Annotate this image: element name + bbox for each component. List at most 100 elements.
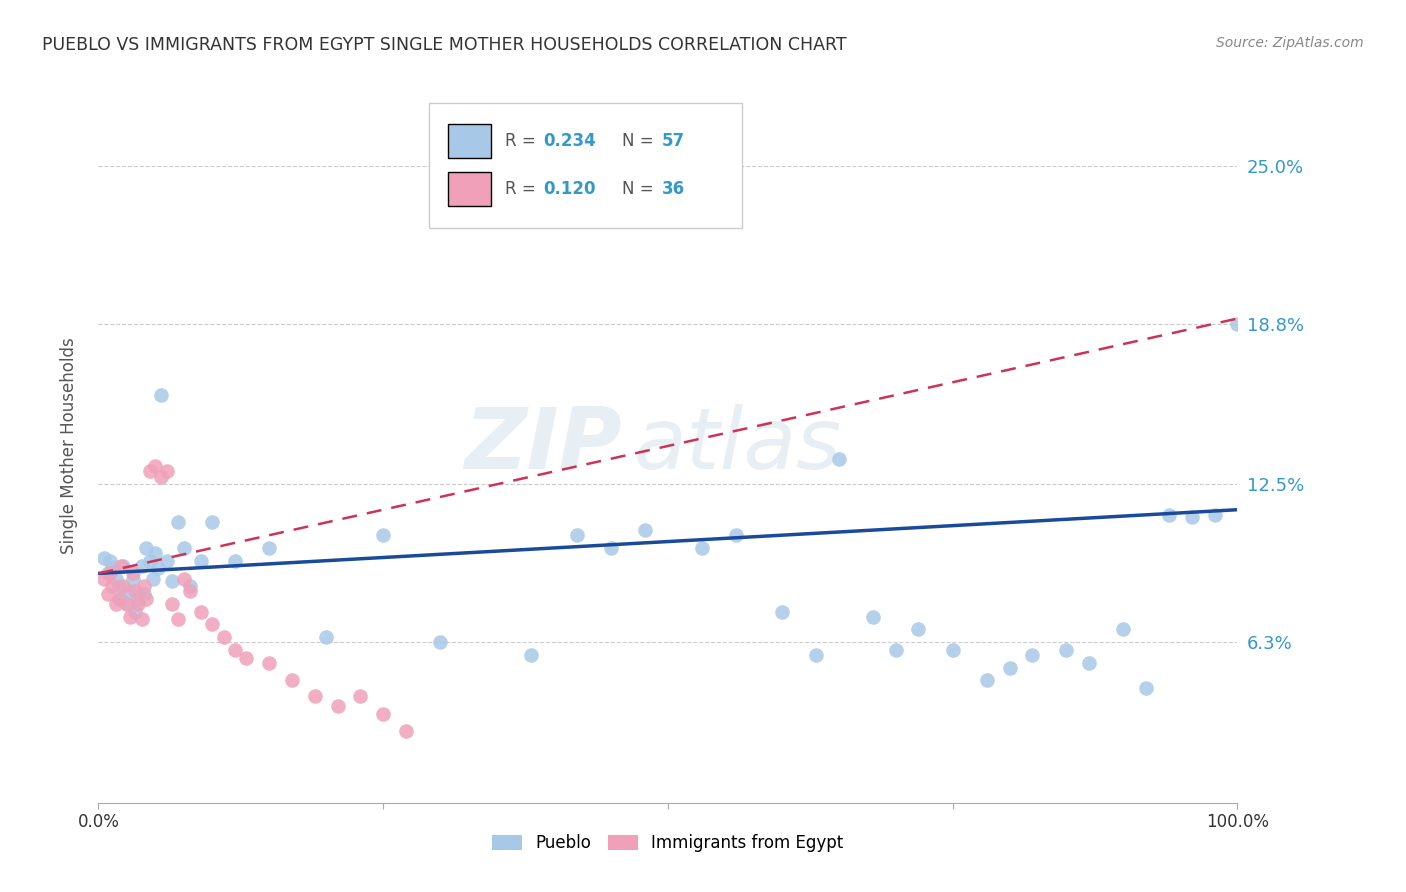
Point [224,554,246,568]
Point [124,605,146,619]
Text: atlas: atlas [634,404,842,488]
Text: R =: R = [505,132,541,150]
Point [349,689,371,703]
Point [281,673,304,688]
Point [104,597,127,611]
Point [101,561,124,575]
Point [167,516,190,530]
Point [112,579,135,593]
Point [162,574,184,588]
Point [942,643,965,657]
Point [110,558,132,573]
Point [131,612,153,626]
Point [690,541,713,555]
Point [600,541,623,555]
Point [96,566,118,581]
Point [142,572,165,586]
Text: 0.120: 0.120 [544,180,596,198]
Point [98,566,121,581]
Point [1112,623,1135,637]
Point [108,579,131,593]
Point [115,597,138,611]
Point [976,673,998,688]
FancyBboxPatch shape [449,124,491,159]
Point [224,643,246,657]
Point [173,541,195,555]
Point [395,724,418,739]
Point [998,661,1021,675]
Point [156,465,179,479]
Text: PUEBLO VS IMMIGRANTS FROM EGYPT SINGLE MOTHER HOUSEHOLDS CORRELATION CHART: PUEBLO VS IMMIGRANTS FROM EGYPT SINGLE M… [42,36,846,54]
Point [201,617,224,632]
Point [145,459,167,474]
Point [96,587,118,601]
Point [235,650,257,665]
Text: 0.234: 0.234 [544,132,596,150]
Point [127,591,149,606]
Point [429,635,451,649]
Point [98,554,121,568]
Point [132,579,155,593]
Point [145,546,167,560]
Point [120,609,142,624]
Text: 57: 57 [662,132,685,150]
Point [190,605,212,619]
Legend: Pueblo, Immigrants from Egypt: Pueblo, Immigrants from Egypt [485,828,851,859]
Text: ZIP: ZIP [464,404,623,488]
Point [212,630,235,644]
Point [1135,681,1157,695]
Point [135,541,157,555]
Point [201,516,224,530]
Point [804,648,827,662]
Point [190,554,212,568]
Point [167,612,190,626]
Point [1204,508,1226,522]
Point [828,451,851,466]
Point [150,469,173,483]
Point [173,572,195,586]
Point [131,558,153,573]
Point [104,572,127,586]
Text: 36: 36 [662,180,685,198]
Point [108,591,131,606]
Point [259,541,281,555]
Point [115,597,138,611]
Point [371,528,394,542]
Point [304,689,326,703]
Point [371,706,394,721]
Point [907,623,929,637]
Point [138,465,160,479]
Point [1181,510,1204,524]
Point [315,630,337,644]
Point [112,558,135,573]
Point [110,591,132,606]
Point [259,656,281,670]
Point [93,551,115,566]
Text: N =: N = [623,180,659,198]
Point [634,523,657,537]
Point [565,528,588,542]
Point [179,584,201,599]
Point [1078,656,1101,670]
Y-axis label: Single Mother Households: Single Mother Households [59,338,77,554]
Point [1054,643,1078,657]
Point [127,597,149,611]
Point [862,609,884,624]
Text: Source: ZipAtlas.com: Source: ZipAtlas.com [1216,36,1364,50]
Point [146,561,169,575]
Point [135,591,157,606]
Point [162,597,184,611]
Point [1157,508,1180,522]
Point [101,579,124,593]
Point [120,584,142,599]
Point [1226,317,1249,331]
Point [132,587,155,601]
Point [156,554,179,568]
Point [121,572,143,586]
Point [93,572,115,586]
Point [1021,648,1043,662]
Text: R =: R = [505,180,541,198]
Point [520,648,543,662]
Point [121,566,143,581]
Point [179,579,201,593]
